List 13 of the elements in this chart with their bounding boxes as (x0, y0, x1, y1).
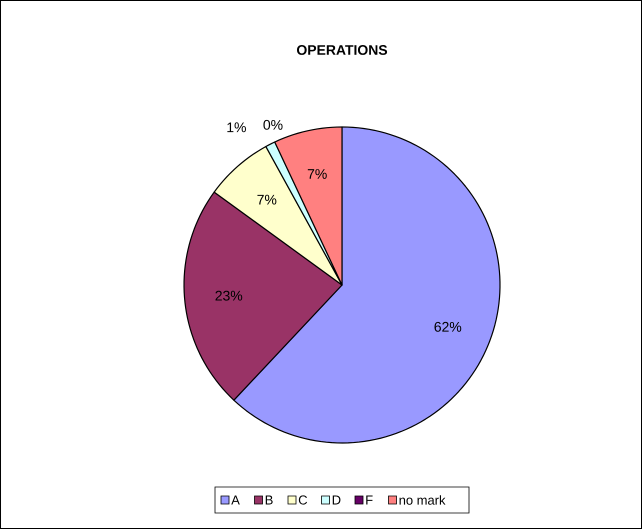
data-label: 1% (227, 122, 246, 132)
data-label: 7% (257, 194, 276, 205)
chart-title: OPERATIONS (296, 45, 388, 55)
text: 0% (263, 120, 283, 130)
legend-label: A (231, 496, 240, 504)
data-label: 7% (308, 169, 327, 179)
legend-label: B (266, 496, 273, 504)
legend-label: F (366, 496, 373, 504)
legend-label: no mark (400, 495, 446, 505)
legend-label: D (332, 496, 340, 504)
legend-label: C (298, 495, 308, 505)
data-label: 23% (216, 290, 242, 301)
data-label: 62% (434, 322, 462, 332)
